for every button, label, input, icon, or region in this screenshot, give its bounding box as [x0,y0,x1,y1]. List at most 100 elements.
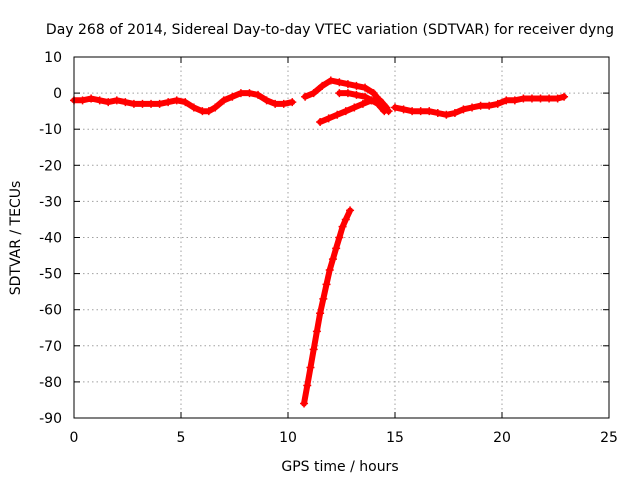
data-point [476,101,485,110]
series-upper-arc [301,76,393,116]
data-point [416,107,425,116]
data-point [288,98,297,107]
data-point [408,107,417,116]
data-point [367,96,376,105]
x-tick-label: 25 [600,430,618,446]
data-point [318,81,327,90]
y-axis-ticks: 10 0 -10 -20 -30 -40 -50 -60 -70 -80 -90 [39,50,609,427]
data-point [324,114,333,123]
data-point [325,265,334,274]
data-point [519,94,528,103]
y-tick-label: -40 [39,231,62,247]
data-point [399,105,408,114]
data-point [155,99,164,108]
y-tick-label: -50 [39,267,62,283]
y-tick-label: 0 [53,86,62,102]
series-diving-arc [335,89,389,116]
data-point [341,215,350,224]
data-point [527,94,536,103]
data-point [335,78,344,87]
data-point [373,99,382,108]
chart-title: Day 268 of 2014, Sidereal Day-to-day VTE… [46,22,614,38]
data-point [95,96,104,105]
data-point [189,103,198,112]
y-tick-label: -60 [39,303,62,319]
data-point [328,255,337,264]
data-point [545,94,554,103]
data-point [236,89,245,98]
data-point [254,90,263,99]
y-tick-label: -80 [39,375,62,391]
data-point [316,309,325,318]
y-tick-label: 10 [44,50,62,66]
y-tick-label: -30 [39,194,62,210]
data-point [459,105,468,114]
x-tick-label: 15 [386,430,404,446]
data-point [300,399,309,408]
data-point [335,233,344,242]
data-point [147,99,156,108]
data-point [468,103,477,112]
data-point [358,99,367,108]
data-point [316,117,325,126]
data-point [319,294,328,303]
data-point [301,92,310,101]
data-point [485,101,494,110]
data-point [333,110,342,119]
data-point [228,92,237,101]
data-point [211,103,220,112]
data-point [129,99,138,108]
data-point [433,108,442,117]
data-point [121,98,130,107]
series-steep-track [300,206,355,408]
x-tick-label: 5 [177,430,186,446]
data-point [361,92,370,101]
series-right-band [391,92,569,119]
data-point [104,98,113,107]
data-point [271,99,280,108]
data-point [303,381,312,390]
data-point [560,92,569,101]
y-axis-label: SDTVAR / TECUs [8,181,24,296]
data-point [350,103,359,112]
data-point [450,108,459,117]
data-point [502,96,511,105]
data-point [322,280,331,289]
data-point [332,244,341,253]
data-point [312,327,321,336]
data-point [553,94,562,103]
data-point [164,98,173,107]
data-point [380,107,389,116]
data-point [262,96,271,105]
data-point [510,96,519,105]
data-point [87,94,96,103]
data-point [425,107,434,116]
data-point [309,345,318,354]
data-point [245,89,254,98]
y-tick-label: -20 [39,158,62,174]
data-points [70,76,569,408]
data-point [352,81,361,90]
data-point [279,99,288,108]
data-point [536,94,545,103]
data-point [326,76,335,85]
data-point [346,206,355,215]
x-tick-label: 20 [493,430,511,446]
data-point [343,80,352,89]
data-point [338,222,347,231]
data-point [343,89,352,98]
y-tick-label: -90 [39,411,62,427]
data-point [112,96,121,105]
x-tick-label: 10 [279,430,297,446]
data-point [361,83,370,92]
data-point [335,89,344,98]
data-point [309,89,318,98]
series-upper-band [70,89,297,116]
x-tick-label: 0 [70,430,79,446]
y-tick-label: -10 [39,122,62,138]
data-point [219,96,228,105]
x-axis-ticks: 0 5 10 15 20 25 [70,57,618,446]
grid-lines [74,57,609,418]
data-point [493,99,502,108]
